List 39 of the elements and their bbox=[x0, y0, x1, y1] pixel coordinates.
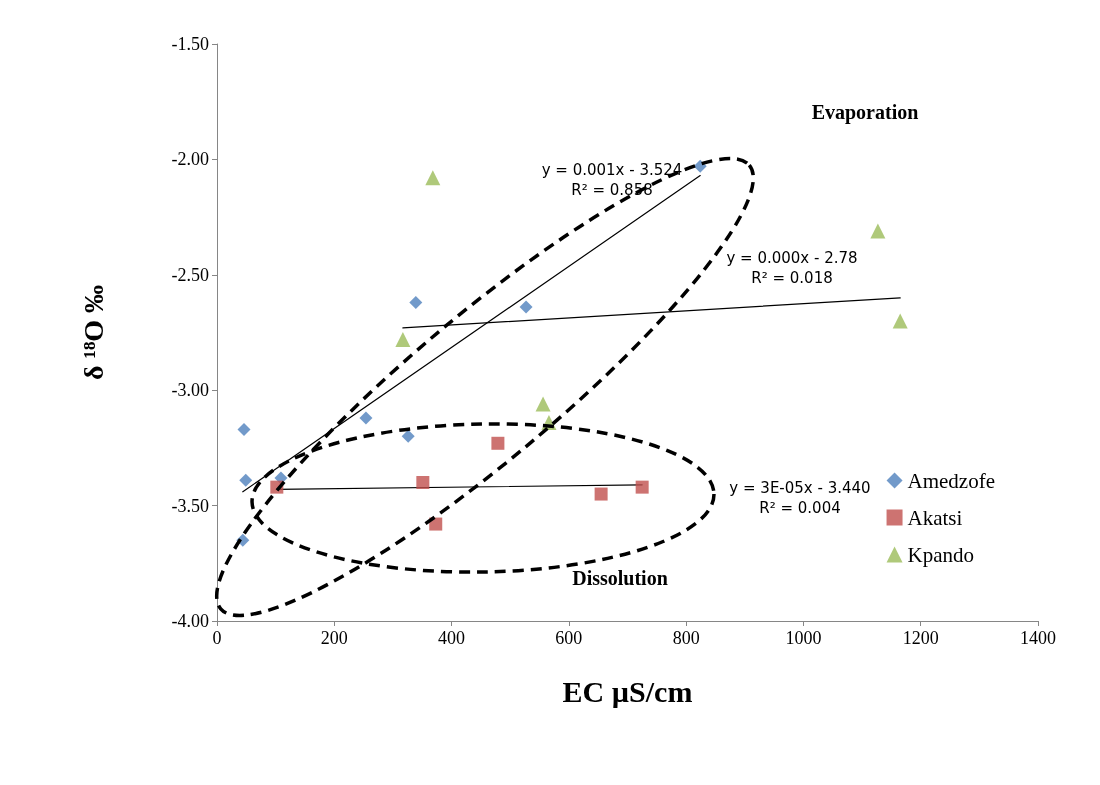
x-tick-label: 1000 bbox=[785, 628, 822, 648]
x-tick-label: 1200 bbox=[902, 628, 939, 648]
x-tick-label: 600 bbox=[555, 628, 583, 648]
y-tick-label: -1.50 bbox=[171, 34, 209, 54]
annotation: Evaporation bbox=[811, 101, 919, 124]
x-tick-label: 0 bbox=[212, 628, 222, 648]
point bbox=[870, 223, 886, 239]
y-tick-label: -2.50 bbox=[171, 264, 209, 285]
x-tick-label: 200 bbox=[320, 628, 348, 648]
y-axis-title: δ ¹⁸O ‰ bbox=[77, 284, 109, 381]
point bbox=[239, 473, 253, 487]
point bbox=[535, 396, 551, 412]
point bbox=[425, 170, 441, 186]
point bbox=[892, 313, 908, 329]
point bbox=[519, 300, 533, 314]
y-tick-label: -4.00 bbox=[171, 611, 209, 631]
x-tick-label: 800 bbox=[672, 628, 700, 648]
annotation: y = 3E-05x - 3.440 R² = 0.004 bbox=[729, 479, 871, 517]
legend-label: Kpando bbox=[907, 542, 975, 567]
point bbox=[594, 487, 608, 501]
legend-label: Amedzofe bbox=[907, 468, 996, 493]
point bbox=[491, 436, 505, 450]
point bbox=[409, 296, 423, 309]
x-axis-title: EC µS/cm bbox=[562, 674, 693, 708]
annotation: y = 0.000x - 2.78 R² = 0.018 bbox=[726, 249, 858, 287]
legend-label: Akatsi bbox=[907, 505, 963, 530]
y-tick-label: -3.50 bbox=[171, 495, 209, 516]
annotation: y = 0.001x - 3.524 R² = 0.858 bbox=[541, 161, 683, 199]
point bbox=[401, 429, 415, 443]
point bbox=[237, 422, 251, 436]
point bbox=[395, 331, 411, 347]
y-tick-label: -3.00 bbox=[171, 380, 209, 401]
point bbox=[416, 476, 430, 490]
point bbox=[635, 480, 649, 494]
x-tick-label: 1400 bbox=[1020, 628, 1056, 648]
annotation: Dissolution bbox=[572, 567, 668, 589]
x-tick-label: 400 bbox=[438, 628, 466, 648]
point bbox=[359, 411, 373, 425]
y-tick-label: -2.00 bbox=[171, 149, 209, 170]
